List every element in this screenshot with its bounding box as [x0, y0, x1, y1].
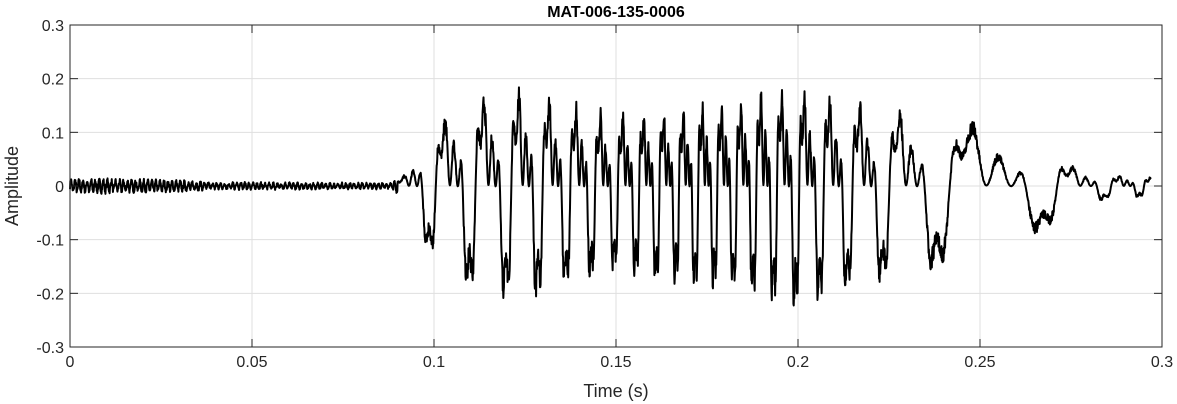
x-tick-label: 0.05 — [236, 354, 267, 371]
y-tick-label: 0.1 — [42, 125, 64, 142]
x-tick-label: 0.1 — [423, 354, 445, 371]
waveform-series — [69, 86, 1152, 307]
chart-title: MAT-006-135-0006 — [547, 4, 685, 21]
y-tick-label: 0.2 — [42, 72, 64, 89]
y-tick-label: -0.2 — [36, 286, 64, 303]
y-tick-label: -0.3 — [36, 340, 64, 357]
y-tick-label: -0.1 — [36, 233, 64, 250]
y-tick-label: 0 — [55, 179, 64, 196]
x-tick-label: 0.15 — [600, 354, 631, 371]
x-tick-label: 0.3 — [1151, 354, 1173, 371]
axis-ticks: 0 0.05 0.1 0.15 0.2 0.25 0.3 -0.3 -0.2 -0.1 0 0.1 0.… — [36, 18, 1173, 371]
x-tick-label: 0.2 — [787, 354, 809, 371]
y-tick-label: 0.3 — [42, 18, 64, 35]
waveform-line — [69, 86, 1152, 307]
x-tick-label: 0 — [66, 354, 75, 371]
x-axis-label: Time (s) — [583, 381, 648, 401]
y-axis-label: Amplitude — [2, 146, 22, 226]
x-tick-label: 0.25 — [964, 354, 995, 371]
